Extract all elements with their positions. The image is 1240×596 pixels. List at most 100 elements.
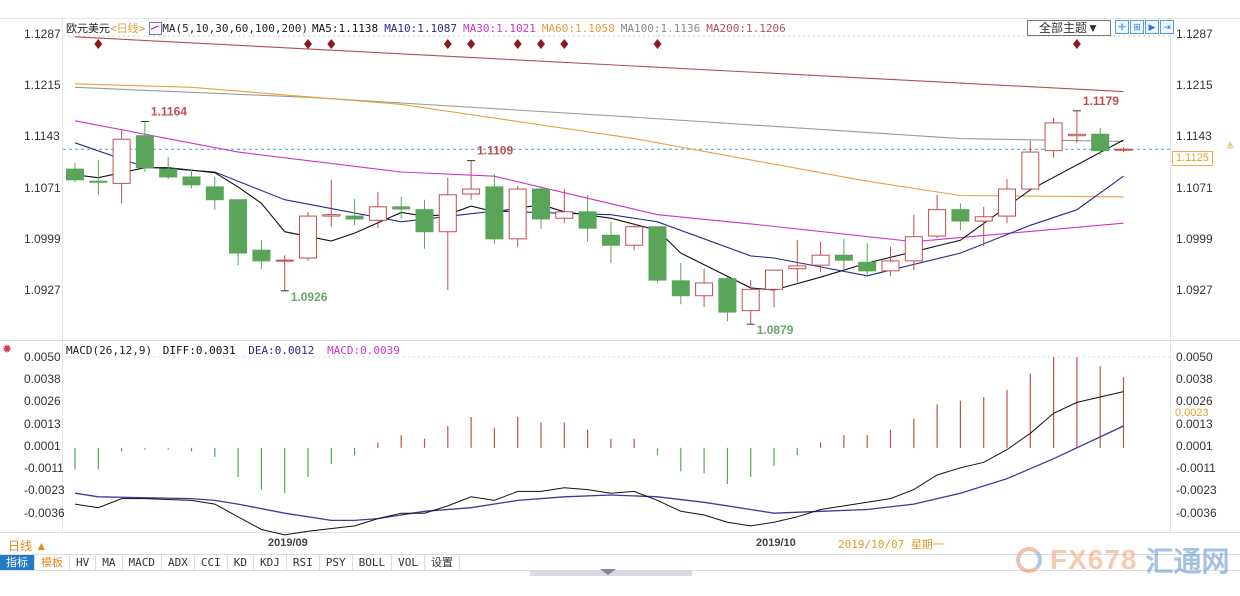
signal-marker-icon <box>304 39 312 49</box>
zoom-range-icon[interactable]: ⊞ <box>1130 20 1144 34</box>
price-tick-left: 1.0999 <box>24 231 61 246</box>
ma5-line <box>74 139 1124 291</box>
price-tick-right: 1.1071 <box>1176 180 1213 195</box>
tab-adx[interactable]: ADX <box>162 555 195 570</box>
ma200-value: MA200:1.1206 <box>706 21 786 35</box>
period-toggle[interactable]: 日线 ▲ <box>8 539 48 553</box>
macd-tick-right: -0.0023 <box>1176 482 1217 497</box>
candle-down <box>89 180 108 183</box>
price-tick-left: 1.1287 <box>24 27 61 41</box>
jump-end-icon[interactable]: ⇥ <box>1160 20 1174 34</box>
tab-macd[interactable]: MACD <box>123 555 162 570</box>
candle-up <box>299 215 317 259</box>
candle-up <box>1114 148 1133 151</box>
candle-down <box>345 215 364 220</box>
chart-header: 欧元美元 <日线> MA(5,10,30,60,100,200) MA5:1.1… <box>66 20 786 36</box>
macd-tick-right: 0.0001 <box>1176 439 1213 453</box>
candle-down <box>834 254 853 261</box>
candle-up <box>368 206 387 221</box>
tab-ma[interactable]: MA <box>96 555 123 570</box>
price-tick-left: 1.1071 <box>24 180 61 195</box>
macd-current-tag: 0.0023 <box>1172 407 1212 418</box>
signal-marker-icon <box>653 39 662 49</box>
ma-indicator-icon[interactable] <box>149 21 163 35</box>
tab-rsi[interactable]: RSI <box>287 555 320 570</box>
macd-tick-right: -0.0036 <box>1176 506 1217 521</box>
candle-up <box>974 216 993 222</box>
candle-up <box>275 259 294 262</box>
diff-line <box>74 391 1124 536</box>
candle-down <box>392 206 411 210</box>
candle-down <box>66 168 84 181</box>
candle-down <box>182 176 201 186</box>
macd-tick-left: -0.0023 <box>24 482 65 497</box>
candle-up <box>462 188 481 195</box>
candle-up <box>904 236 923 262</box>
macd-tick-left: 0.0013 <box>24 417 61 432</box>
tab-boll[interactable]: BOLL <box>353 555 393 570</box>
macd-tick-right: 0.0013 <box>1176 417 1213 432</box>
ma60-value: MA60:1.1058 <box>541 21 615 35</box>
date-label-sep: 2019/09 <box>268 537 308 549</box>
ma30-value: MA30:1.1021 <box>463 21 536 35</box>
last-price-tag: 1.1125 <box>1172 151 1213 166</box>
price-tick-right: 1.1287 <box>1176 27 1213 41</box>
candle-up <box>438 194 457 233</box>
macd-tick-left: 0.0038 <box>24 371 61 386</box>
tab-templates[interactable]: 模板 <box>35 555 70 570</box>
theme-select[interactable]: 全部主题▼ <box>1027 20 1111 36</box>
macd-tick-right: 0.0050 <box>1176 350 1213 365</box>
price-tick-left: 1.1143 <box>24 129 60 144</box>
scroll-down-arrow-icon[interactable] <box>600 569 616 575</box>
candle-down <box>648 226 667 281</box>
dea-line <box>74 425 1124 522</box>
panel-divider <box>0 340 1240 341</box>
dea-value: DEA:0.0012 <box>248 344 315 357</box>
candle-up <box>1044 122 1063 152</box>
candle-up <box>1067 133 1086 137</box>
signal-marker-icon <box>513 39 522 49</box>
candle-down <box>135 135 154 169</box>
macd-tick-right: 0.0026 <box>1176 393 1213 408</box>
play-icon[interactable]: ▶ <box>1145 20 1159 34</box>
period-label[interactable]: <日线> <box>110 22 146 35</box>
candle-down <box>718 278 737 313</box>
frame-top-border <box>0 18 1240 19</box>
ma30-line <box>74 120 1124 243</box>
date-label-oct: 2019/10 <box>756 537 796 549</box>
ma10-value: MA10:1.1087 <box>384 21 458 35</box>
candle-up <box>765 269 783 290</box>
ma60-line <box>74 83 1124 198</box>
macd-tick-right: 0.0038 <box>1176 371 1213 386</box>
annotation-low2: 1.0879 <box>757 323 794 337</box>
tab-psy[interactable]: PSY <box>320 555 353 570</box>
watermark-cn: 汇通网 <box>1145 546 1230 577</box>
ma100-value: MA100:1.1136 <box>620 21 701 35</box>
price-tick-right: 1.1143 <box>1176 129 1212 144</box>
tab-vol[interactable]: VOL <box>392 555 425 570</box>
macd-tick-left: 0.0001 <box>24 439 61 453</box>
candle-up <box>928 209 947 237</box>
tab-kd[interactable]: KD <box>228 555 254 570</box>
tab-indicators[interactable]: 指标 <box>0 555 35 570</box>
last-price-arrow-icon: ≜ <box>1226 142 1235 153</box>
indicator-settings-icon[interactable]: ✹ <box>2 342 13 356</box>
signal-marker-icon <box>467 39 476 49</box>
crosshair-icon[interactable]: ✛ <box>1115 20 1129 34</box>
watermark: FX678 汇通网 <box>1016 540 1230 580</box>
annotation-low1: 1.0926 <box>291 290 328 304</box>
macd-params: MACD(26,12,9) <box>66 344 153 357</box>
candle-down <box>229 199 248 254</box>
tab-settings[interactable]: 设置 <box>425 555 460 570</box>
candle-down <box>159 168 178 178</box>
tab-cci[interactable]: CCI <box>195 555 228 570</box>
tab-hv[interactable]: HV <box>70 555 97 570</box>
candle-down <box>415 209 434 233</box>
ma-params: MA(5,10,30,60,100,200) <box>162 21 308 35</box>
candle-up <box>508 188 527 240</box>
cursor-date: 2019/10/07 星期一 <box>836 535 946 553</box>
tab-kdj[interactable]: KDJ <box>254 555 287 570</box>
signal-marker-icon <box>560 39 569 49</box>
candle-down <box>532 188 550 220</box>
